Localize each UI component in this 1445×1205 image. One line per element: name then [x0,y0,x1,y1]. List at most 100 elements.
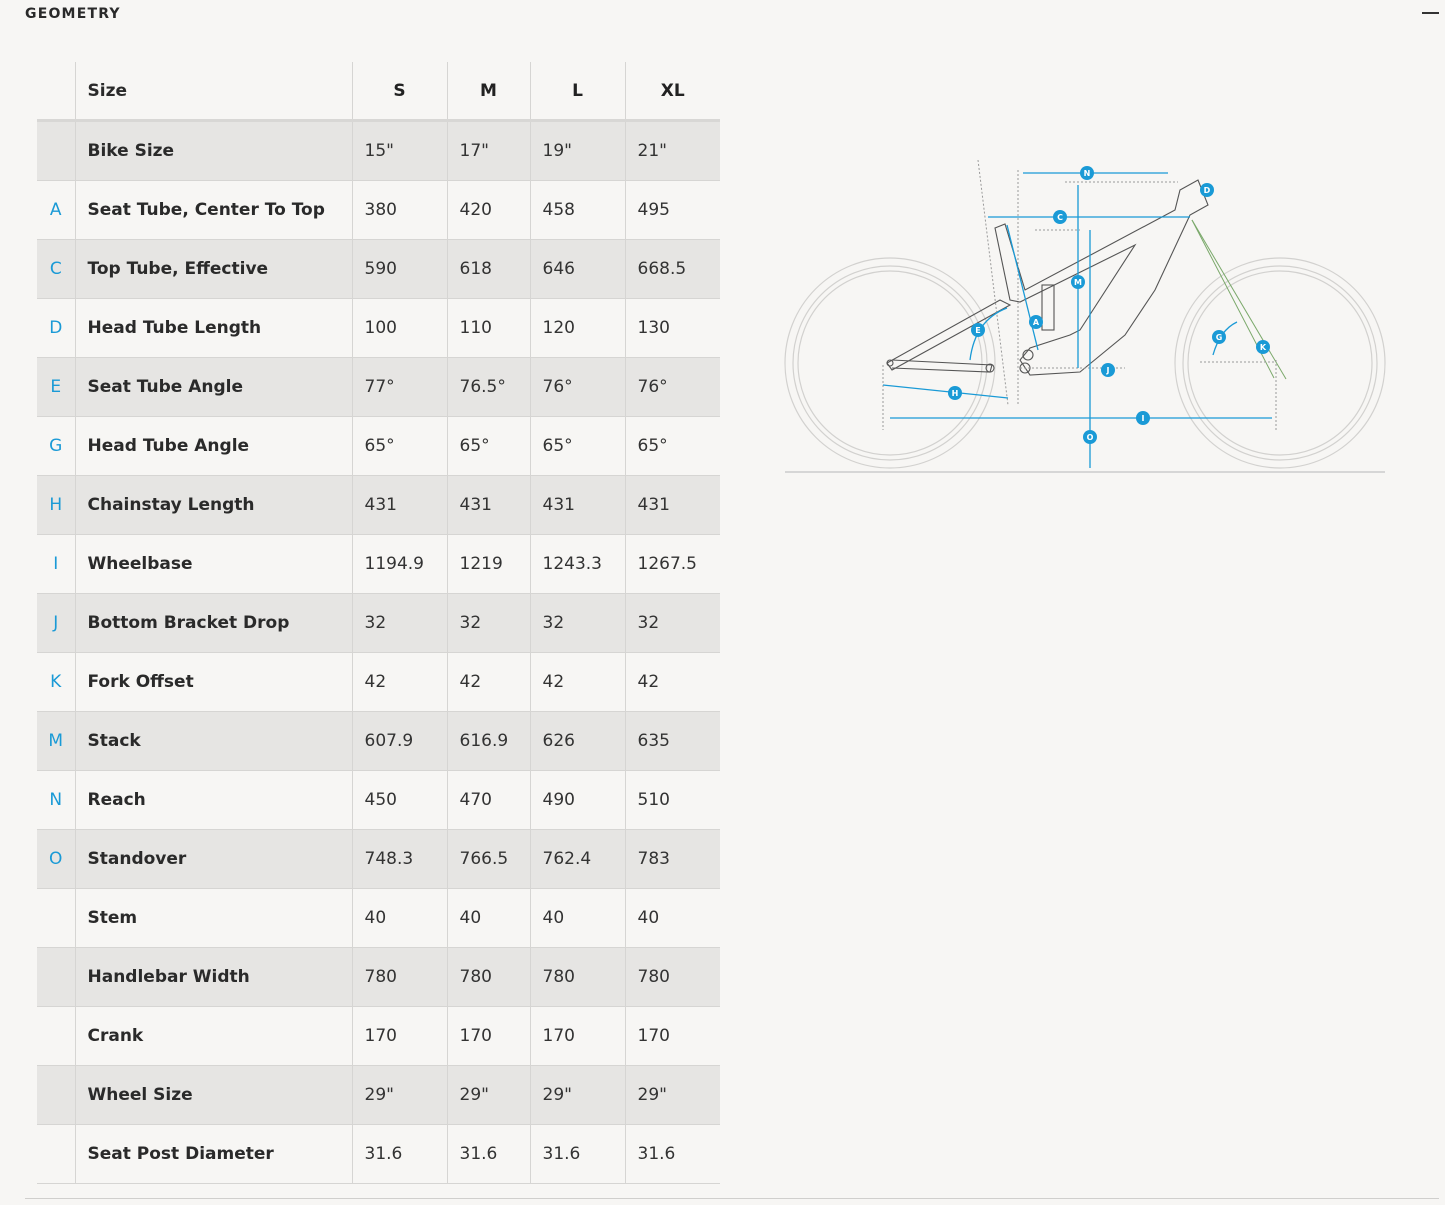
table-row: Handlebar Width 780 780 780 780 [37,947,720,1007]
value-m: 618 [446,239,530,299]
row-letter: N [37,770,75,830]
value-s: 780 [351,947,447,1007]
value-xl: 170 [624,1006,720,1066]
table-header-row: Size S M L XL [37,62,720,122]
value-xl: 635 [624,711,720,771]
value-s: 32 [351,593,447,653]
row-letter [37,1006,75,1066]
value-m: 65° [446,416,530,476]
row-letter: M [37,711,75,771]
value-xl: 31.6 [624,1124,720,1184]
value-m: 17" [446,120,530,181]
diagram-markers: N D C M A E G K J H I O [948,166,1270,444]
value-m: 110 [446,298,530,358]
table-row: I Wheelbase 1194.9 1219 1243.3 1267.5 [37,534,720,594]
header-size-l: L [529,62,625,122]
value-m: 780 [446,947,530,1007]
value-xl: 40 [624,888,720,948]
row-letter: G [37,416,75,476]
table-row: Wheel Size 29" 29" 29" 29" [37,1065,720,1125]
row-letter: C [37,239,75,299]
value-xl: 29" [624,1065,720,1125]
value-m: 170 [446,1006,530,1066]
marker-e: E [971,323,985,337]
value-xl: 783 [624,829,720,889]
value-s: 77° [351,357,447,417]
marker-n: N [1080,166,1094,180]
row-label: Seat Tube Angle [74,357,352,417]
row-label: Fork Offset [74,652,352,712]
value-xl: 42 [624,652,720,712]
table-row: Stem 40 40 40 40 [37,888,720,948]
row-label: Wheel Size [74,1065,352,1125]
table-row: M Stack 607.9 616.9 626 635 [37,711,720,771]
svg-text:K: K [1260,343,1267,352]
value-l: 65° [529,416,625,476]
section-title: GEOMETRY [25,6,121,22]
row-letter [37,947,75,1007]
value-s: 170 [351,1006,447,1066]
row-label: Stack [74,711,352,771]
table-row: N Reach 450 470 490 510 [37,770,720,830]
table-row: H Chainstay Length 431 431 431 431 [37,475,720,535]
value-m: 1219 [446,534,530,594]
table-row: Seat Post Diameter 31.6 31.6 31.6 31.6 [37,1124,720,1184]
row-letter: H [37,475,75,535]
marker-i: I [1136,411,1150,425]
value-l: 32 [529,593,625,653]
table-row: K Fork Offset 42 42 42 42 [37,652,720,712]
row-letter: K [37,652,75,712]
marker-h: H [948,386,962,400]
row-label: Handlebar Width [74,947,352,1007]
svg-text:I: I [1142,414,1145,423]
row-label: Bike Size [74,120,352,181]
value-m: 420 [446,180,530,240]
marker-a: A [1029,315,1043,329]
row-letter [37,1065,75,1125]
table-row: J Bottom Bracket Drop 32 32 32 32 [37,593,720,653]
row-label: Head Tube Angle [74,416,352,476]
row-letter: A [37,180,75,240]
value-xl: 76° [624,357,720,417]
value-s: 40 [351,888,447,948]
row-letter [37,888,75,948]
value-xl: 32 [624,593,720,653]
svg-text:H: H [952,389,959,398]
row-label: Seat Post Diameter [74,1124,352,1184]
value-m: 31.6 [446,1124,530,1184]
value-l: 490 [529,770,625,830]
value-m: 431 [446,475,530,535]
svg-text:A: A [1033,318,1040,327]
minus-icon[interactable] [1422,12,1439,14]
value-m: 616.9 [446,711,530,771]
value-s: 100 [351,298,447,358]
value-m: 40 [446,888,530,948]
value-l: 780 [529,947,625,1007]
table-row: O Standover 748.3 766.5 762.4 783 [37,829,720,889]
table-row: D Head Tube Length 100 110 120 130 [37,298,720,358]
dimension-lines [882,172,1272,468]
geometry-table: Size S M L XL Bike Size 15" 17" 19" 21" A Seat… [37,62,720,1184]
divider [25,1198,1439,1199]
svg-text:E: E [975,326,980,335]
value-s: 590 [351,239,447,299]
row-letter: D [37,298,75,358]
row-label: Crank [74,1006,352,1066]
value-s: 607.9 [351,711,447,771]
value-m: 76.5° [446,357,530,417]
header-size-s: S [351,62,447,122]
value-l: 76° [529,357,625,417]
value-s: 15" [351,120,447,181]
value-l: 42 [529,652,625,712]
svg-text:J: J [1106,366,1110,375]
value-s: 380 [351,180,447,240]
row-label: Standover [74,829,352,889]
value-l: 29" [529,1065,625,1125]
row-letter [37,1124,75,1184]
value-s: 450 [351,770,447,830]
value-s: 431 [351,475,447,535]
marker-c: C [1053,210,1067,224]
value-m: 766.5 [446,829,530,889]
table-row: G Head Tube Angle 65° 65° 65° 65° [37,416,720,476]
value-l: 19" [529,120,625,181]
